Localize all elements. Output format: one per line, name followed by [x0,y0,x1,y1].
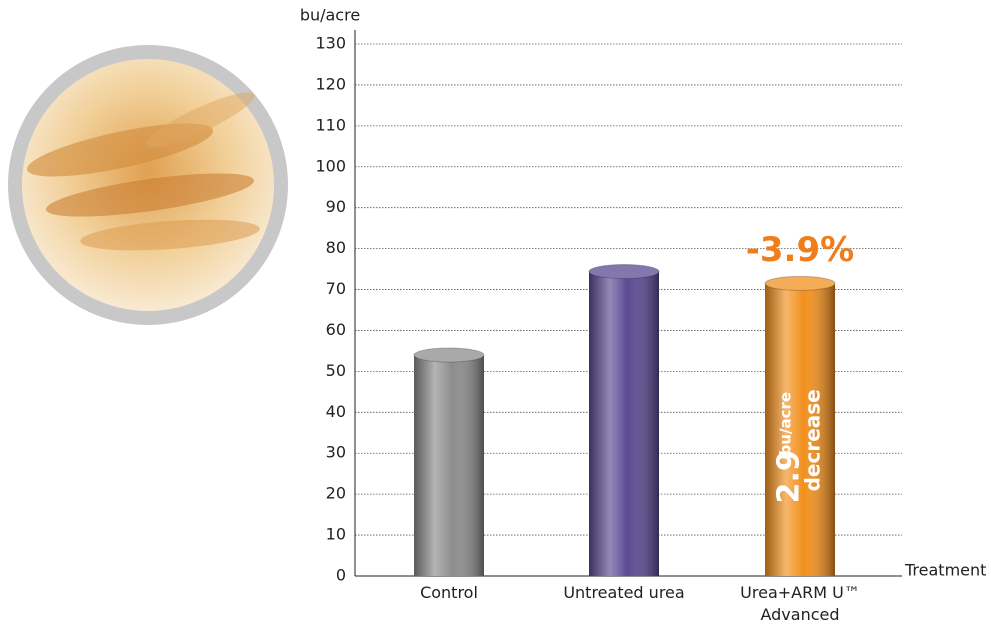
y-tick-label: 50 [326,361,346,380]
bar-shade [765,283,835,576]
bar-top-shine [589,264,659,279]
bar-shade [414,355,484,576]
y-tick-label: 0 [336,566,346,585]
bar-top [588,264,660,280]
y-tick-label: 120 [315,74,346,93]
change-annotation: -3.9% [746,230,854,270]
y-tick-label: 30 [326,443,346,462]
bar-top-shine [765,276,835,291]
x-axis-label: Treatment [904,561,986,580]
y-tick-label: 80 [326,238,346,257]
bar-top-shine [414,348,484,363]
bar-shade [589,271,659,576]
bar-group [764,275,836,576]
difference-unit: bu/acre [777,392,795,455]
difference-value: 2.9 [772,450,807,503]
y-tick-label: 40 [326,402,346,421]
x-tick-label: Urea+ARM U™ Advanced [740,583,860,624]
y-tick-label: 10 [326,525,346,544]
difference-note: decrease [801,389,825,491]
y-tick-label: 100 [315,156,346,175]
y-tick-label: 20 [326,484,346,503]
y-tick-label: 130 [315,34,346,53]
y-tick-label: 60 [326,320,346,339]
bar-top [764,275,836,291]
y-tick-label: 110 [315,115,346,134]
y-tick-label: 90 [326,197,346,216]
bar-group [588,264,660,576]
y-tick-label: 70 [326,279,346,298]
y-axis-label: bu/acre [300,6,360,25]
wheat-photo [8,45,288,325]
bar-top [413,347,485,363]
difference-annotation: 2.9bu/acre decrease [772,389,825,503]
x-tick-label: Control [420,583,478,602]
x-tick-label: Untreated urea [563,583,685,602]
bar-group [413,347,485,576]
